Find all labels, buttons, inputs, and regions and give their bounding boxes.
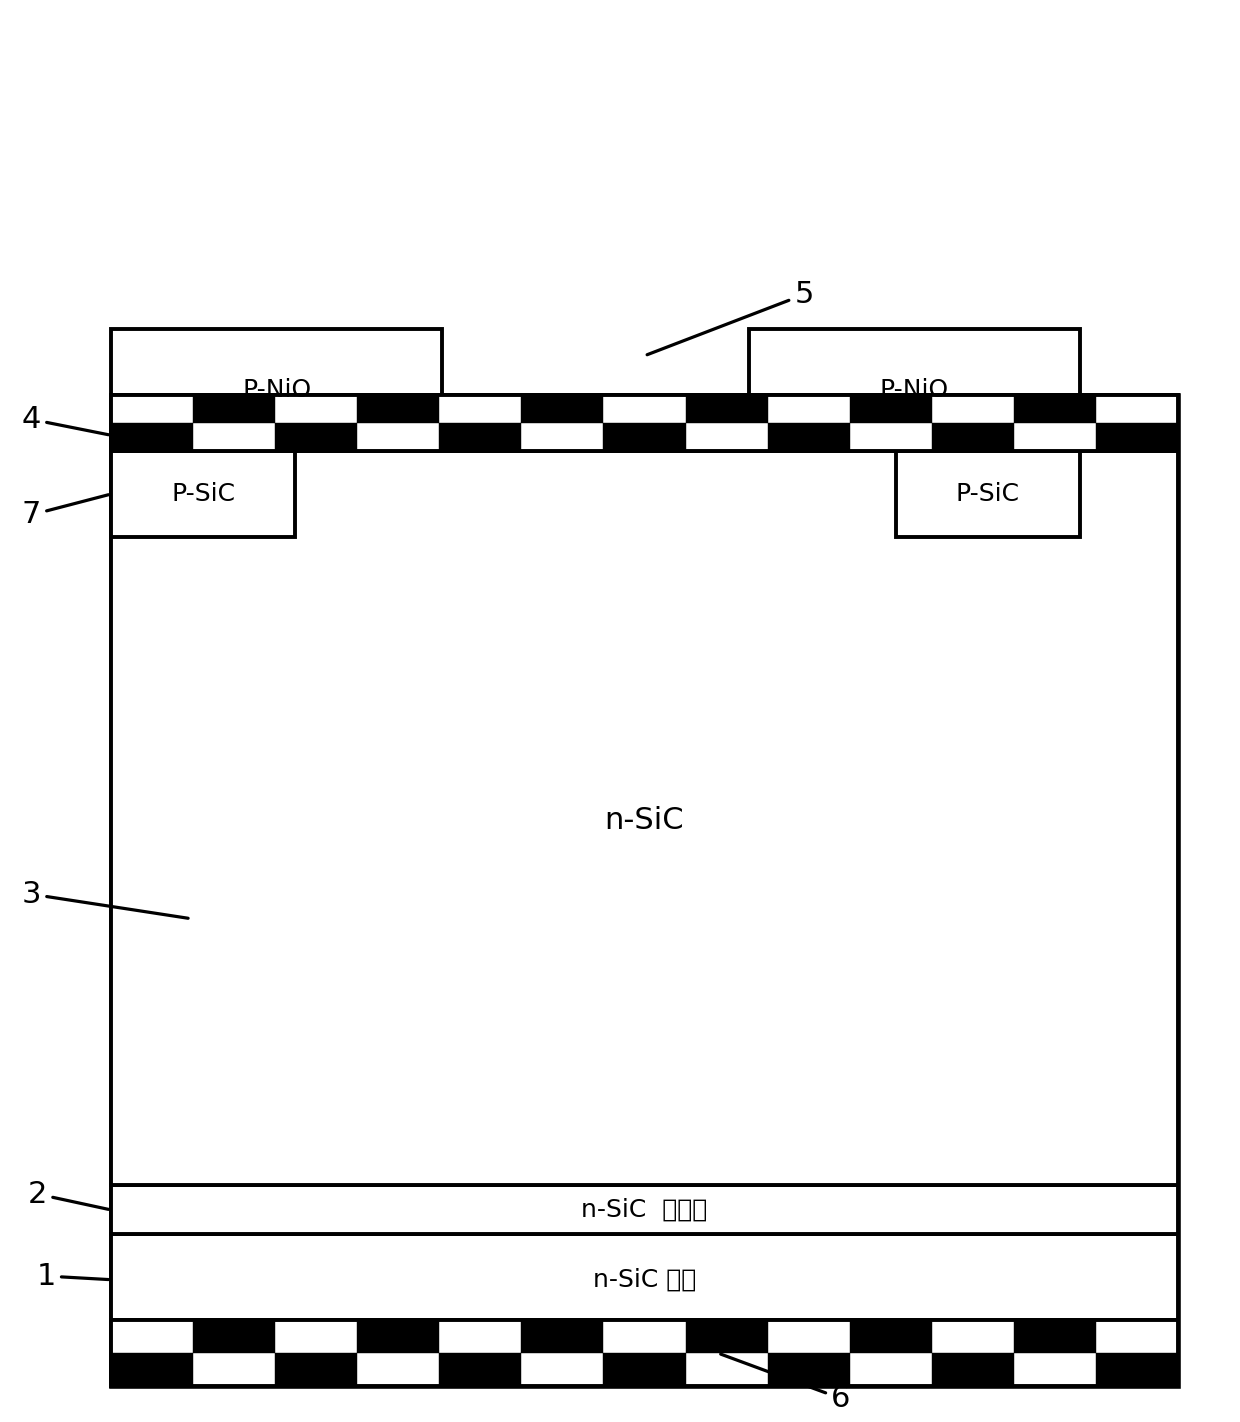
Text: P-NiO: P-NiO xyxy=(242,378,311,402)
Bar xyxy=(112,1320,1178,1386)
Bar xyxy=(275,395,357,422)
Text: P-NiO: P-NiO xyxy=(879,378,949,402)
Bar xyxy=(686,1354,768,1386)
Bar xyxy=(112,328,443,451)
Bar xyxy=(686,422,768,451)
Text: 4: 4 xyxy=(22,405,108,435)
Text: n-SiC 衬底: n-SiC 衬底 xyxy=(593,1267,696,1291)
Bar xyxy=(112,1320,193,1354)
Bar xyxy=(357,422,439,451)
Bar xyxy=(1096,1320,1178,1354)
Bar xyxy=(1014,422,1096,451)
Bar xyxy=(931,1320,1014,1354)
Bar xyxy=(768,1320,849,1354)
Text: P-SiC: P-SiC xyxy=(171,482,236,506)
Text: 5: 5 xyxy=(647,280,813,354)
Bar xyxy=(112,1186,1178,1234)
Bar xyxy=(112,451,295,538)
Bar xyxy=(112,1320,1178,1386)
Text: 7: 7 xyxy=(22,495,108,529)
Bar xyxy=(112,395,193,422)
Text: 1: 1 xyxy=(36,1261,108,1291)
Text: P-SiC: P-SiC xyxy=(956,482,1019,506)
Text: 3: 3 xyxy=(22,880,188,919)
Bar xyxy=(849,1354,931,1386)
Bar xyxy=(193,422,275,451)
Bar xyxy=(439,1320,522,1354)
Bar xyxy=(112,451,1178,1186)
Bar xyxy=(768,395,849,422)
Text: 2: 2 xyxy=(29,1179,108,1209)
Bar xyxy=(1014,1354,1096,1386)
Bar xyxy=(849,422,931,451)
Bar xyxy=(275,1320,357,1354)
Text: n-SiC  缓冲层: n-SiC 缓冲层 xyxy=(582,1197,708,1221)
Bar xyxy=(522,422,604,451)
Bar xyxy=(604,1320,686,1354)
Bar xyxy=(112,395,1178,1386)
Bar xyxy=(749,328,1080,451)
Text: 6: 6 xyxy=(720,1354,851,1413)
Bar xyxy=(1096,395,1178,422)
Bar xyxy=(112,395,1178,451)
Bar xyxy=(604,395,686,422)
Text: n-SiC: n-SiC xyxy=(605,806,684,835)
Bar xyxy=(522,1354,604,1386)
Bar xyxy=(895,451,1080,538)
Bar xyxy=(357,1354,439,1386)
Bar xyxy=(193,1354,275,1386)
Bar xyxy=(439,395,522,422)
Bar xyxy=(112,1234,1178,1320)
Bar xyxy=(112,395,1178,451)
Bar xyxy=(931,395,1014,422)
